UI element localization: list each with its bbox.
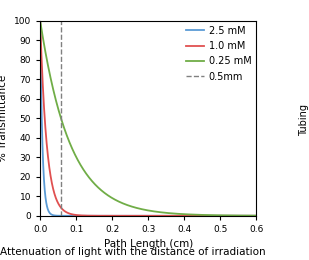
1.0 mM — [49, 178, 53, 181]
0.25 mM — [248, 214, 252, 217]
1.0 mM — [209, 214, 212, 217]
0.25 mM — [255, 214, 258, 217]
X-axis label: Path Length (cm): Path Length (cm) — [104, 239, 193, 249]
Line: 0.25 mM: 0.25 mM — [40, 21, 256, 216]
Y-axis label: % Transmittance: % Transmittance — [0, 75, 8, 162]
2.5 mM — [138, 214, 142, 217]
0.25 mM — [138, 207, 142, 210]
Line: 1.0 mM: 1.0 mM — [40, 21, 256, 216]
2.5 mM — [49, 213, 53, 216]
0.5mm — [59, 214, 62, 217]
1.0 mM — [248, 214, 252, 217]
1.0 mM — [143, 214, 147, 217]
2.5 mM — [143, 214, 147, 217]
1.0 mM — [138, 214, 142, 217]
0.25 mM — [38, 19, 42, 22]
0.5mm — [59, 212, 62, 215]
2.5 mM — [38, 19, 42, 22]
2.5 mM — [255, 214, 258, 217]
2.5 mM — [209, 214, 212, 217]
0.25 mM — [248, 214, 252, 217]
1.0 mM — [255, 214, 258, 217]
2.5 mM — [248, 214, 252, 217]
0.25 mM — [143, 208, 147, 211]
0.25 mM — [209, 213, 212, 217]
2.5 mM — [248, 214, 252, 217]
Text: Tubing: Tubing — [299, 103, 309, 136]
1.0 mM — [248, 214, 252, 217]
Line: 2.5 mM: 2.5 mM — [40, 21, 256, 216]
Legend: 2.5 mM, 1.0 mM, 0.25 mM, 0.5mm: 2.5 mM, 1.0 mM, 0.25 mM, 0.5mm — [183, 22, 256, 86]
1.0 mM — [38, 19, 42, 22]
0.25 mM — [49, 79, 53, 82]
Text: Attenuation of light with the distance of irradiation: Attenuation of light with the distance o… — [0, 248, 266, 257]
